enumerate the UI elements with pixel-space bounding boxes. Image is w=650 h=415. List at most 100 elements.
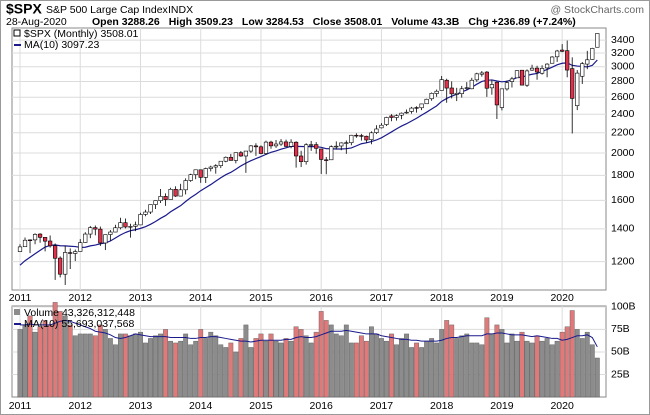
candle-body [585,59,590,65]
volume-bar [143,342,148,398]
volume-bar [168,340,173,398]
volume-bar [444,320,450,398]
volume-bar [564,326,570,398]
volume-bar [474,342,480,398]
candle-body [113,227,118,233]
candle-body [449,87,454,95]
y-tick-label: 2200 [611,127,635,139]
candle-body [324,159,329,161]
volume-bar [153,335,158,398]
volume-bar [549,344,555,398]
candle-body [379,124,384,129]
candle-body [309,144,314,146]
volume-bar [369,326,374,398]
candle-body [539,68,545,74]
quote-field: Low 3284.53 [242,16,304,28]
candle-body [178,189,183,197]
y-tick-label: 1600 [611,194,635,206]
volume-bar [514,340,520,398]
y-tick-label: 3000 [611,61,635,73]
volume-bar [313,331,319,398]
candle-body [354,134,359,137]
candle-body [419,103,424,109]
candle-body [278,141,284,145]
candle-body [534,67,540,73]
x-tick-label: 2014 [189,292,213,304]
candle-body [304,144,309,162]
candle-body [595,33,600,48]
candle-body [339,142,344,147]
volume-bar [303,335,309,398]
candle-body [148,204,153,213]
volume-bar [27,315,33,398]
y-tick-label: 3400 [611,34,635,46]
candle-body [454,93,459,95]
volume-bar [258,333,264,398]
legend-label: $SPX (Monthly) 3508.01 [24,28,139,40]
volume-bar [67,324,73,398]
candle-body [42,237,48,242]
volume-bar [52,302,58,398]
candle-body [439,79,444,91]
volume-bar [499,329,505,398]
volume-bar [72,335,78,398]
candle-body [143,211,148,215]
candle-body [580,63,585,77]
volume-bar [469,342,475,398]
y-tick-label: 1400 [611,223,635,235]
quote-field: Close 3508.01 [313,16,383,28]
volume-bar [293,326,299,398]
volume-bar [148,338,153,398]
x-tick-label: 2020 [550,292,574,304]
candle-body [424,98,429,105]
volume-bar [123,333,128,398]
volume-bar [47,324,53,398]
candle-body [37,233,43,238]
candle-body [319,148,324,160]
volume-bar [97,324,103,398]
candle-body [32,234,38,241]
candle-body [128,226,133,228]
legend-label: Volume 43,326,312,448 [24,307,135,319]
candle-body [544,63,550,69]
volume-bar [539,340,545,398]
y-tick-label: 2800 [611,75,635,87]
candle-body [258,146,264,154]
candle-body [27,239,33,241]
volume-bar [574,329,580,398]
candle-body [58,257,63,275]
candle-body [48,240,53,247]
volume-bar [358,335,364,398]
volume-bar [439,329,445,398]
candle-body [203,168,208,178]
x-tick-label: 2019 [490,400,514,412]
candle-body [344,142,349,144]
x-tick-label: 2017 [370,292,394,304]
candle-body [108,231,113,235]
candle-body [364,135,369,141]
volume-bar [424,340,430,398]
volume-bar [404,333,409,398]
x-tick-label: 2017 [370,400,394,412]
moving-average [19,59,598,266]
candle-body [63,252,68,275]
volume-bar [399,338,404,398]
candle-body [570,68,575,99]
candle-body [565,50,570,71]
candle-body [514,70,520,79]
candle-body [384,117,389,125]
candle-body [474,73,479,81]
x-tick-label: 2020 [550,400,574,412]
candle-body [299,155,304,162]
quote-field: Open 3288.26 [92,16,160,28]
volume-bar [183,333,189,398]
candle-body [459,88,464,95]
x-tick-label: 2014 [189,400,213,412]
x-tick-label: 2015 [249,400,273,412]
volume-bar [22,324,28,398]
candle-body [98,228,103,244]
quote-field: High 3509.23 [169,16,233,28]
candle-body [369,132,374,140]
candle-body [519,69,525,86]
